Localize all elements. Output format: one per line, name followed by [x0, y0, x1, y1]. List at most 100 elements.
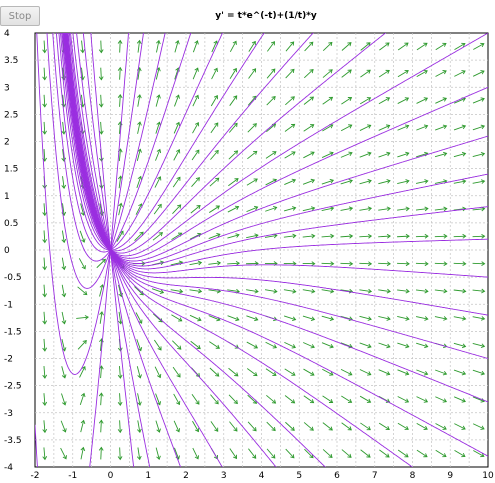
field-arrow [491, 262, 495, 266]
field-arrow [192, 40, 199, 53]
field-arrow [415, 288, 429, 294]
field-arrow [340, 315, 354, 321]
field-arrow [210, 394, 219, 405]
x-tick-label: 2 [183, 471, 189, 481]
field-arrow [322, 422, 333, 431]
y-tick-label: 1.5 [4, 165, 18, 175]
field-arrow [80, 40, 85, 54]
field-arrow [192, 67, 199, 80]
field-arrow [152, 313, 163, 323]
field-arrow [174, 94, 180, 107]
y-tick-label: 2.5 [4, 110, 18, 120]
field-arrow [79, 365, 86, 378]
field-arrow [397, 179, 410, 185]
field-arrow [265, 206, 278, 212]
field-arrow [96, 258, 106, 269]
solution-curve [65, 33, 488, 316]
solution-curves [35, 33, 488, 467]
field-arrow [303, 422, 314, 431]
stop-button[interactable]: Stop [0, 6, 40, 26]
field-arrow [397, 449, 409, 458]
field-arrow [117, 66, 123, 80]
field-arrow [415, 179, 429, 184]
field-arrow [98, 40, 104, 54]
field-arrow [416, 70, 428, 78]
field-arrow [379, 42, 390, 51]
y-tick-label: 4 [4, 29, 10, 39]
field-arrow [264, 288, 278, 294]
field-arrow [283, 288, 297, 294]
field-arrow [61, 284, 67, 298]
field-arrow [227, 233, 240, 239]
field-arrow [42, 94, 48, 108]
field-arrow [359, 342, 372, 349]
field-arrow [99, 311, 104, 324]
field-arrow [302, 178, 316, 185]
y-tick-label: -3.5 [4, 436, 22, 446]
field-arrow [360, 422, 371, 431]
field-arrow [155, 447, 161, 461]
field-arrow [359, 124, 372, 131]
field-arrow [80, 446, 86, 460]
x-tick-label: -2 [31, 471, 40, 481]
field-arrow [453, 316, 467, 321]
field-arrow [228, 178, 239, 187]
field-arrow [248, 68, 257, 79]
field-arrow [155, 148, 162, 161]
field-arrow [210, 421, 219, 432]
field-arrow [42, 393, 48, 406]
field-arrow [472, 233, 486, 239]
field-arrow [453, 342, 467, 349]
field-arrow [416, 97, 429, 104]
field-arrow [228, 122, 238, 133]
field-arrow [229, 40, 237, 53]
field-arrow [98, 446, 104, 460]
field-arrow [192, 94, 199, 107]
field-arrow [266, 95, 276, 106]
field-arrow [266, 394, 277, 404]
field-arrow [152, 232, 164, 241]
x-tick-label: 9 [447, 471, 453, 481]
field-arrow [492, 180, 495, 184]
field-arrow [378, 261, 391, 267]
field-arrow [359, 315, 372, 321]
field-arrow [397, 396, 410, 403]
field-arrow [378, 69, 390, 78]
field-arrow [154, 366, 162, 379]
field-arrow [321, 342, 334, 349]
solution-curve [35, 33, 129, 467]
field-arrow [359, 369, 372, 376]
field-arrow [322, 69, 333, 78]
field-arrow [211, 67, 218, 80]
field-arrow [303, 124, 315, 132]
field-arrow [284, 341, 296, 349]
field-arrow [284, 395, 296, 404]
field-arrow [435, 369, 448, 376]
field-arrow [209, 177, 220, 187]
y-tick-label: 2 [4, 138, 10, 148]
field-arrow [340, 261, 354, 267]
field-arrow [285, 421, 295, 431]
field-arrow [228, 394, 238, 405]
field-arrow [284, 123, 296, 132]
field-arrow [42, 311, 48, 325]
field-arrow [61, 366, 67, 379]
field-arrow [473, 450, 485, 458]
solution-curve [64, 33, 488, 270]
field-arrow [397, 206, 410, 212]
field-arrow [397, 69, 409, 78]
field-arrow [189, 288, 203, 294]
field-arrow [265, 341, 278, 349]
field-arrow [42, 284, 48, 298]
field-arrow [359, 151, 372, 158]
field-arrow [155, 94, 161, 107]
field-arrow [117, 393, 123, 406]
field-arrow [415, 316, 429, 321]
solution-curve [68, 33, 326, 467]
solution-curve [63, 33, 488, 264]
field-arrow [304, 448, 314, 459]
field-arrow [341, 97, 353, 105]
field-arrow [246, 205, 259, 213]
field-arrow [492, 152, 495, 156]
y-tick-label: -1 [4, 300, 13, 310]
